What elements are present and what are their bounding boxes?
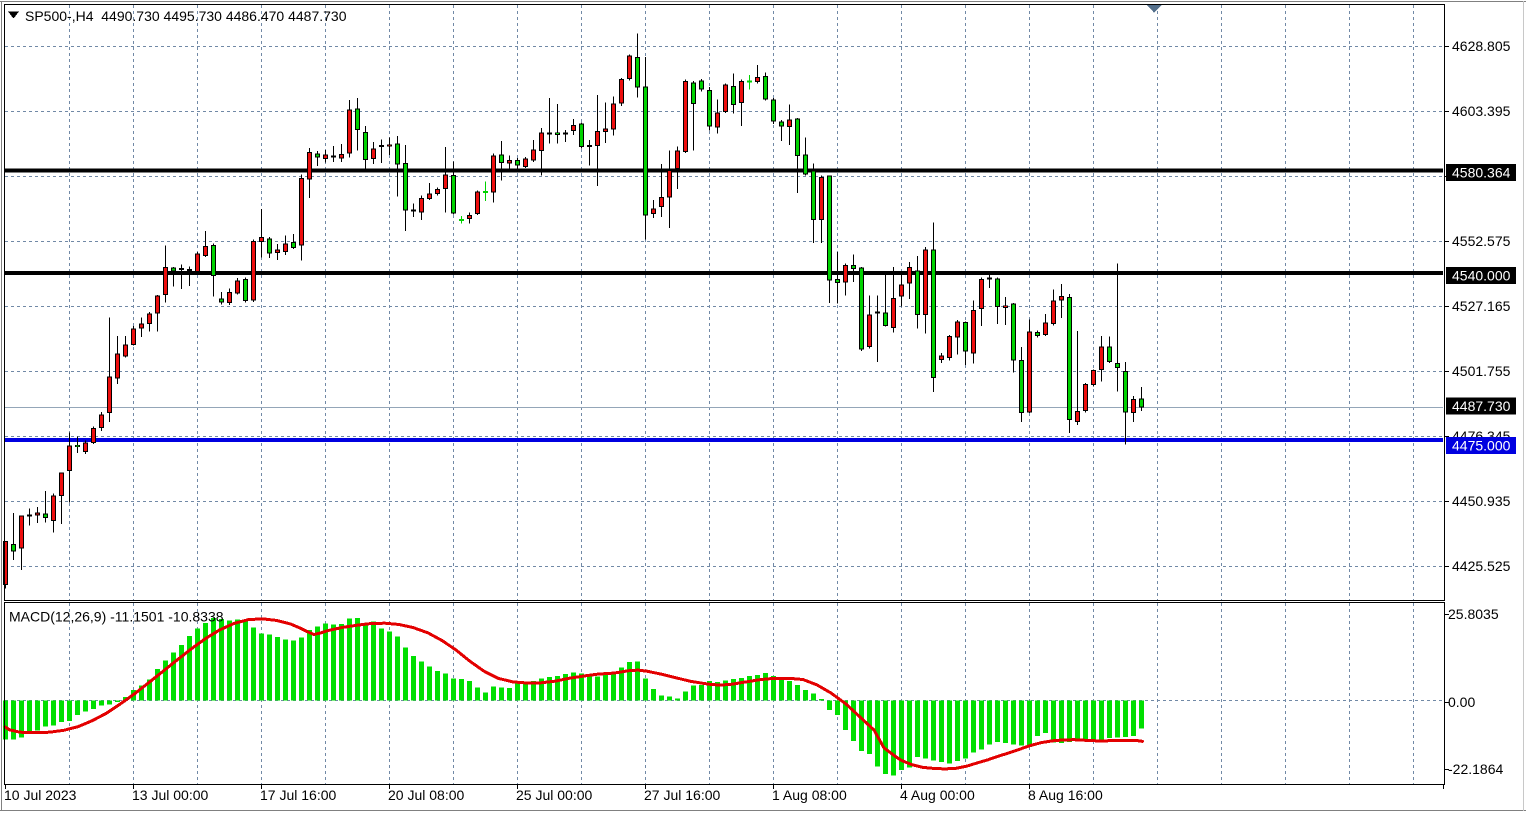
- svg-text:4475.000: 4475.000: [1452, 438, 1511, 454]
- svg-text:20 Jul 08:00: 20 Jul 08:00: [388, 787, 464, 803]
- svg-text:4487.730: 4487.730: [1452, 398, 1511, 414]
- svg-text:13 Jul 00:00: 13 Jul 00:00: [132, 787, 208, 803]
- svg-text:4501.755: 4501.755: [1452, 363, 1511, 379]
- svg-text:1 Aug 08:00: 1 Aug 08:00: [772, 787, 847, 803]
- svg-text:SP500-,H4 4490.730 4495.730 4: SP500-,H4 4490.730 4495.730 4486.470 448…: [25, 8, 347, 24]
- svg-text:25.8035: 25.8035: [1448, 606, 1499, 622]
- svg-text:0.00: 0.00: [1448, 694, 1475, 710]
- svg-text:4 Aug 00:00: 4 Aug 00:00: [900, 787, 975, 803]
- svg-text:-22.1864: -22.1864: [1448, 761, 1503, 777]
- svg-text:8 Aug 16:00: 8 Aug 16:00: [1028, 787, 1103, 803]
- svg-text:4628.805: 4628.805: [1452, 38, 1511, 54]
- svg-text:17 Jul 16:00: 17 Jul 16:00: [260, 787, 336, 803]
- svg-text:4425.525: 4425.525: [1452, 558, 1511, 574]
- svg-text:4540.000: 4540.000: [1452, 268, 1511, 284]
- svg-text:25 Jul 00:00: 25 Jul 00:00: [516, 787, 592, 803]
- svg-text:4527.165: 4527.165: [1452, 298, 1511, 314]
- svg-text:4552.575: 4552.575: [1452, 233, 1511, 249]
- svg-text:4450.935: 4450.935: [1452, 493, 1511, 509]
- svg-text:10 Jul 2023: 10 Jul 2023: [4, 787, 77, 803]
- svg-text:27 Jul 16:00: 27 Jul 16:00: [644, 787, 720, 803]
- svg-text:4580.364: 4580.364: [1452, 165, 1511, 181]
- svg-text:MACD(12,26,9) -11.1501 -10.833: MACD(12,26,9) -11.1501 -10.8338: [9, 609, 224, 625]
- svg-text:4603.395: 4603.395: [1452, 103, 1511, 119]
